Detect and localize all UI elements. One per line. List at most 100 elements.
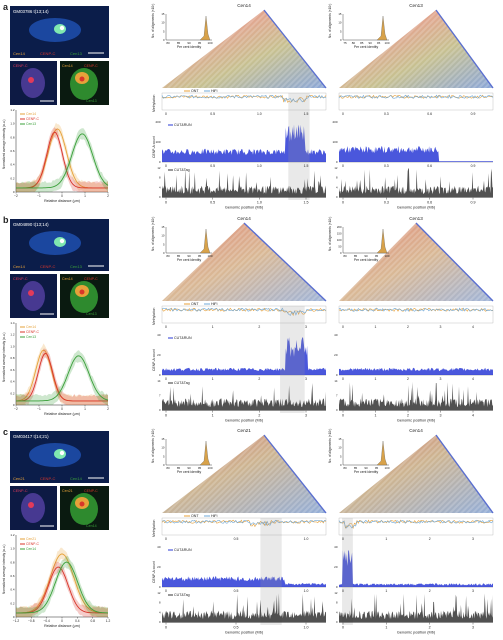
- profile-y-tick: 0.4: [10, 380, 15, 384]
- hist-y-label: No. of alignments (×10³): [328, 217, 332, 251]
- hist-y-tick: 150: [337, 232, 342, 236]
- legend-hifi-label: HiFi: [211, 514, 218, 518]
- cutrun-signal: [339, 146, 493, 162]
- profile-x-label: Relative distance (μm): [44, 624, 80, 628]
- profile-y-tick: 1.0: [10, 547, 15, 551]
- hist-x-tick: 95: [198, 41, 202, 45]
- profile-x-tick: 0.4: [75, 619, 80, 623]
- profile-x-tick: −1: [37, 194, 41, 198]
- hist-x-tick: 95: [377, 41, 381, 45]
- profile-y-tick: 0.2: [10, 391, 15, 395]
- cutrun-x-tick: 2: [258, 377, 260, 381]
- zoom-right-label: Cen13: [86, 312, 97, 316]
- profile-curve-cen14: [16, 561, 109, 614]
- cutrun-y-tick: 20: [334, 353, 338, 357]
- highlight-region: [342, 518, 353, 625]
- cuttag-y-tick: 7: [336, 394, 338, 398]
- cuttag-y-tick: 14: [334, 379, 338, 383]
- genomic-x-tick: 3: [440, 414, 442, 418]
- cuttag-y-tick: 4: [159, 610, 161, 614]
- hist-y-tick: 10: [338, 446, 342, 450]
- genomic-x-tick: 0: [165, 201, 167, 205]
- profile-y-tick: 0.8: [10, 356, 15, 360]
- cuttag-y-tick: 0: [336, 620, 338, 624]
- heatmap-edge: [435, 9, 494, 89]
- methylation-x-tick: 0.6: [427, 112, 432, 116]
- cutrun-x-tick: 0.5: [234, 589, 239, 593]
- cuttag-y-tick: 14: [157, 379, 161, 383]
- column-title: Cen13: [409, 216, 423, 221]
- hist-x-tick: 85: [354, 466, 358, 470]
- methylation-x-tick: 1: [375, 325, 377, 329]
- legend-cuttag-label: CUT&Tag: [174, 168, 190, 172]
- cuttag-y-tick: 12: [334, 166, 338, 170]
- centromere-signal: [54, 449, 66, 459]
- zoom-right-label: Cen14: [62, 64, 73, 68]
- legend-item: CENP-C: [26, 117, 40, 121]
- profile-y-tick: 1.2: [10, 333, 15, 337]
- profile-x-tick: −1.2: [13, 619, 20, 623]
- zoom-right-label: Cen13: [86, 99, 97, 103]
- cuttag-signal: [339, 381, 493, 410]
- cutrun-signal: [339, 549, 493, 587]
- cutrun-x-tick: 0: [342, 377, 344, 381]
- legend-ont-label: ONT: [191, 302, 199, 306]
- chr-label-mid: CENP-C: [40, 51, 55, 56]
- hist-y-tick: 5: [163, 242, 165, 246]
- genomic-x-tick: 0.5: [210, 201, 215, 205]
- methylation-hifi: [161, 307, 327, 316]
- profile-x-tick: 0.8: [90, 619, 95, 623]
- hist-x-tick: 85: [177, 466, 181, 470]
- hist-x-tick: 85: [354, 254, 358, 258]
- methylation-ont: [161, 94, 327, 103]
- chr-label-left: Cen14: [13, 264, 26, 269]
- profile-y-tick: 0.2: [10, 601, 15, 605]
- genomic-x-label: Genomic position (Mb): [397, 206, 436, 210]
- hist-peak: [376, 15, 388, 41]
- profile-curve-cen13: [16, 355, 109, 402]
- genomic-x-label: Genomic position (Mb): [397, 419, 436, 423]
- legend-cutrun-label: CUT&RUN: [174, 548, 192, 552]
- cutrun-y-tick: 0: [159, 585, 161, 589]
- genomic-x-tick: 2: [258, 414, 260, 418]
- zoom-right-spot: [79, 76, 85, 82]
- methylation-x-tick: 0.9: [471, 112, 476, 116]
- profile-y-tick: 1.0: [10, 344, 15, 348]
- methylation-hifi: [338, 519, 494, 529]
- legend-hifi-label: HiFi: [211, 89, 218, 93]
- methylation-x-tick: 3: [305, 325, 307, 329]
- hist-y-label: No. of alignments (×10³): [151, 217, 155, 251]
- column-title: Cen14: [409, 428, 423, 433]
- cutrun-x-tick: 0: [165, 164, 167, 168]
- heatmap-edge: [435, 434, 494, 514]
- legend-item: Cen14: [26, 325, 36, 329]
- hist-x-tick: 85: [360, 41, 364, 45]
- chr-label-right: Cen13: [70, 264, 83, 269]
- hist-x-tick: 95: [375, 254, 379, 258]
- hist-peak: [199, 15, 211, 41]
- cutrun-signal: [162, 337, 326, 375]
- methylation-x-tick: 1: [385, 537, 387, 541]
- genomic-x-tick: 0: [342, 626, 344, 630]
- profile-y-tick: 0.2: [10, 176, 15, 180]
- genomic-x-tick: 0: [342, 414, 344, 418]
- zoom-left-spot: [28, 502, 34, 508]
- cell-line-label: GM03786 t(13;14): [13, 9, 49, 14]
- profile-x-tick: −1: [37, 407, 41, 411]
- profile-y-tick: 0: [13, 190, 15, 194]
- cenpa-label: CENP-A count: [152, 349, 156, 371]
- legend-hifi-label: HiFi: [211, 302, 218, 306]
- hist-y-tick: 15: [161, 225, 165, 229]
- identity-heatmap-texture: [162, 223, 326, 301]
- cutrun-y-tick: 20: [157, 353, 161, 357]
- centromere-signal: [54, 237, 66, 247]
- methylation-frame: [338, 517, 494, 536]
- profile-curve-cenpc: [16, 131, 108, 189]
- cutrun-x-tick: 0: [342, 589, 344, 593]
- cuttag-y-tick: 12: [334, 591, 338, 595]
- column-title: Cen14: [237, 216, 251, 221]
- heatmap-edge: [243, 222, 327, 302]
- profile-y-tick: 0.6: [10, 574, 15, 578]
